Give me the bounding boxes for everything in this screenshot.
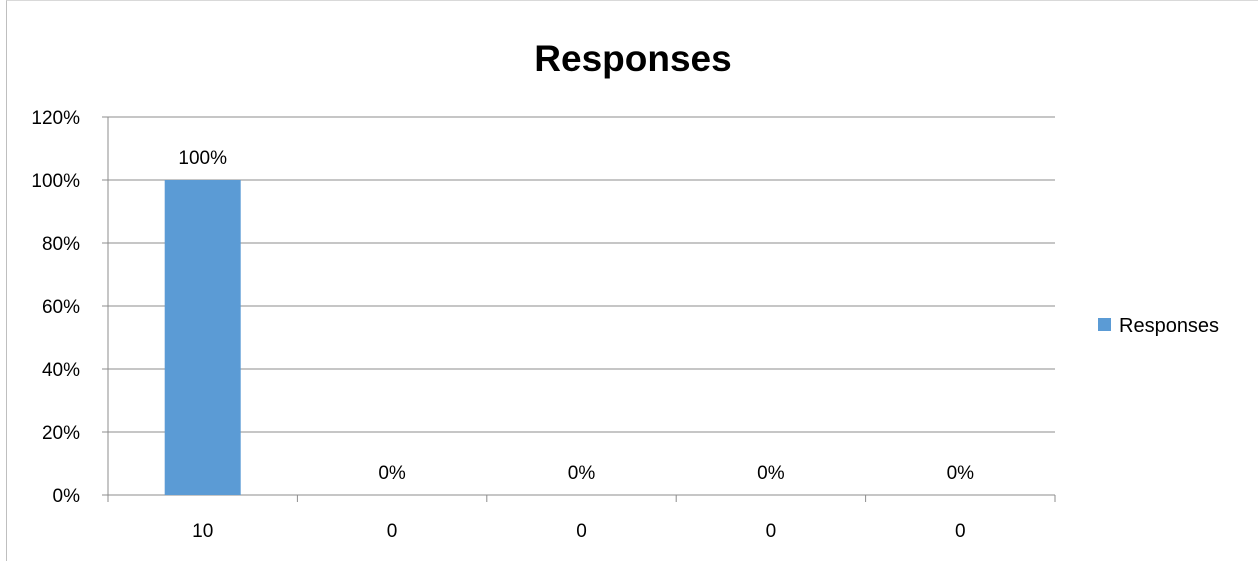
x-tick-label: 0 [955, 521, 966, 542]
x-axis: 10 0 0 0 0 [107, 495, 1056, 542]
data-label: 100% [178, 148, 227, 169]
legend: Responses [1098, 315, 1219, 337]
bars [164, 180, 241, 495]
chart-title: Responses [534, 38, 731, 79]
x-tick-label: 0 [766, 521, 777, 542]
gridlines [102, 116, 1055, 496]
data-label: 0% [947, 463, 975, 484]
y-tick-label: 120% [31, 108, 80, 129]
y-axis: 0% 20% 40% 60% 80% 100% 120% [31, 108, 109, 507]
x-tick-label: 0 [387, 521, 398, 542]
data-labels: 100% 0% 0% 0% 0% [178, 148, 974, 484]
data-label: 0% [757, 463, 785, 484]
y-tick-label: 60% [42, 297, 80, 318]
legend-label: Responses [1119, 315, 1219, 337]
data-label: 0% [378, 463, 406, 484]
y-tick-label: 40% [42, 360, 80, 381]
x-tick-label: 10 [192, 521, 213, 542]
bar [164, 180, 241, 495]
legend-swatch [1098, 318, 1111, 331]
x-tick-label: 0 [576, 521, 587, 542]
y-tick-label: 20% [42, 423, 80, 444]
y-tick-label: 80% [42, 234, 80, 255]
y-tick-label: 100% [31, 171, 80, 192]
data-label: 0% [568, 463, 596, 484]
y-tick-label: 0% [53, 486, 81, 507]
